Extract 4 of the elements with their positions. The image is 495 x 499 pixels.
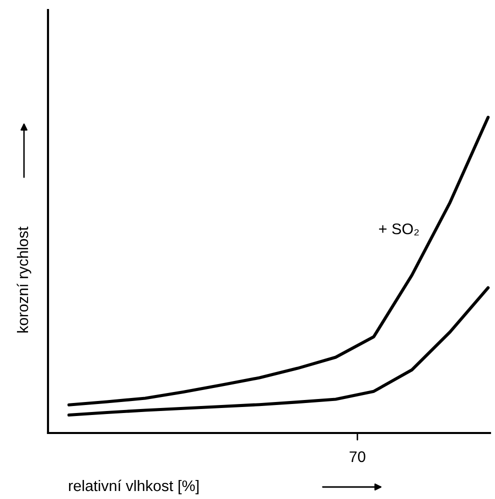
x-axis-title: relativní vlhkost [%] — [69, 480, 199, 494]
y-axis-title: korozní rychlost — [16, 226, 32, 332]
series-label: + SO₂ — [379, 223, 419, 236]
text: 70 — [350, 451, 366, 462]
